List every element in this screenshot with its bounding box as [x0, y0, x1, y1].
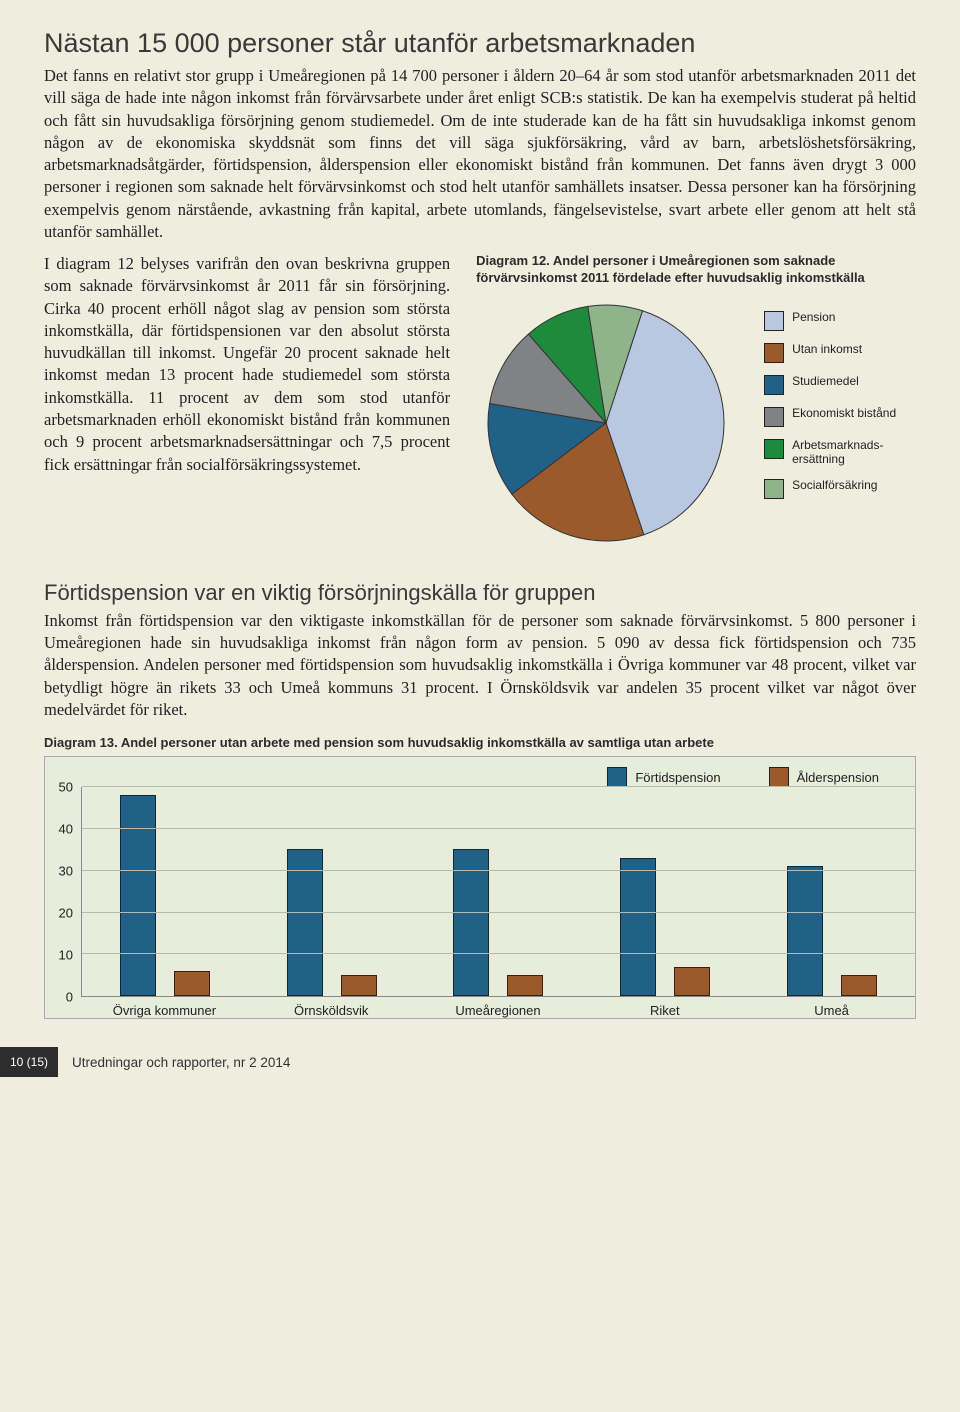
legend-item: Ekonomiskt bistånd: [764, 407, 916, 427]
x-axis-label: Riket: [581, 997, 748, 1018]
bar-legend-swatch: [769, 767, 789, 787]
legend-label: Utan inkomst: [792, 343, 862, 357]
legend-item: Socialförsäkring: [764, 479, 916, 499]
legend-item: Utan inkomst: [764, 343, 916, 363]
bar-legend-label: Förtidspension: [635, 770, 720, 785]
bar: [841, 975, 877, 996]
legend-item: Arbetsmarknads- ersättning: [764, 439, 916, 467]
footer-text: Utredningar och rapporter, nr 2 2014: [72, 1055, 290, 1070]
bar: [174, 971, 210, 996]
bar: [287, 849, 323, 996]
x-axis-label: Umeåregionen: [415, 997, 582, 1018]
gridline: [82, 828, 915, 829]
page-footer: 10 (15) Utredningar och rapporter, nr 2 …: [44, 1047, 916, 1077]
y-axis-tick: 0: [66, 990, 73, 1005]
legend-label: Ekonomiskt bistånd: [792, 407, 896, 421]
gridline: [82, 953, 915, 954]
page-number-tab: 10 (15): [0, 1047, 58, 1077]
bar-legend-swatch: [607, 767, 627, 787]
bar: [341, 975, 377, 996]
bar-legend-item: Ålderspension: [769, 767, 879, 787]
gridline: [82, 786, 915, 787]
bar-group: [103, 795, 228, 997]
y-axis-tick: 50: [59, 780, 73, 795]
legend-swatch: [764, 343, 784, 363]
y-axis-tick: 20: [59, 906, 73, 921]
pie-chart: [476, 293, 746, 558]
legend-swatch: [764, 311, 784, 331]
legend-label: Studiemedel: [792, 375, 859, 389]
bar: [787, 866, 823, 996]
bar-chart: FörtidspensionÅlderspension 50403020100 …: [44, 756, 916, 1019]
x-axis-label: Övriga kommuner: [81, 997, 248, 1018]
bar-group: [269, 849, 394, 996]
bar: [507, 975, 543, 996]
y-axis-tick: 40: [59, 822, 73, 837]
legend-swatch: [764, 407, 784, 427]
y-axis-tick: 10: [59, 948, 73, 963]
legend-item: Studiemedel: [764, 375, 916, 395]
section1-para2: I diagram 12 belyses varifrån den ovan b…: [44, 253, 450, 476]
gridline: [82, 870, 915, 871]
bar-legend-item: Förtidspension: [607, 767, 720, 787]
bar-group: [603, 858, 728, 997]
x-axis-label: Örnsköldsvik: [248, 997, 415, 1018]
x-axis-label: Umeå: [748, 997, 915, 1018]
legend-label: Arbetsmarknads- ersättning: [792, 439, 916, 467]
legend-swatch: [764, 375, 784, 395]
legend-label: Pension: [792, 311, 835, 325]
bar: [674, 967, 710, 996]
section1-para1: Det fanns en relativt stor grupp i Umeår…: [44, 65, 916, 243]
legend-swatch: [764, 479, 784, 499]
bar: [120, 795, 156, 997]
pie-legend: Pension Utan inkomst Studiemedel Ekonomiskt…: [764, 311, 916, 499]
bar: [453, 849, 489, 996]
section2-heading: Förtidspension var en viktig försörjning…: [44, 580, 916, 606]
section1-heading: Nästan 15 000 personer står utanför arbe…: [44, 28, 916, 59]
legend-swatch: [764, 439, 784, 459]
y-axis-tick: 30: [59, 864, 73, 879]
bar: [620, 858, 656, 997]
diagram12-title: Diagram 12. Andel personer i Umeåregione…: [476, 253, 916, 287]
legend-item: Pension: [764, 311, 916, 331]
bar-legend-label: Ålderspension: [797, 770, 879, 785]
section2-para: Inkomst från förtidspension var den vikt…: [44, 610, 916, 721]
bar-group: [769, 866, 894, 996]
bar-group: [436, 849, 561, 996]
legend-label: Socialförsäkring: [792, 479, 877, 493]
diagram13-title: Diagram 13. Andel personer utan arbete m…: [44, 735, 916, 752]
gridline: [82, 912, 915, 913]
